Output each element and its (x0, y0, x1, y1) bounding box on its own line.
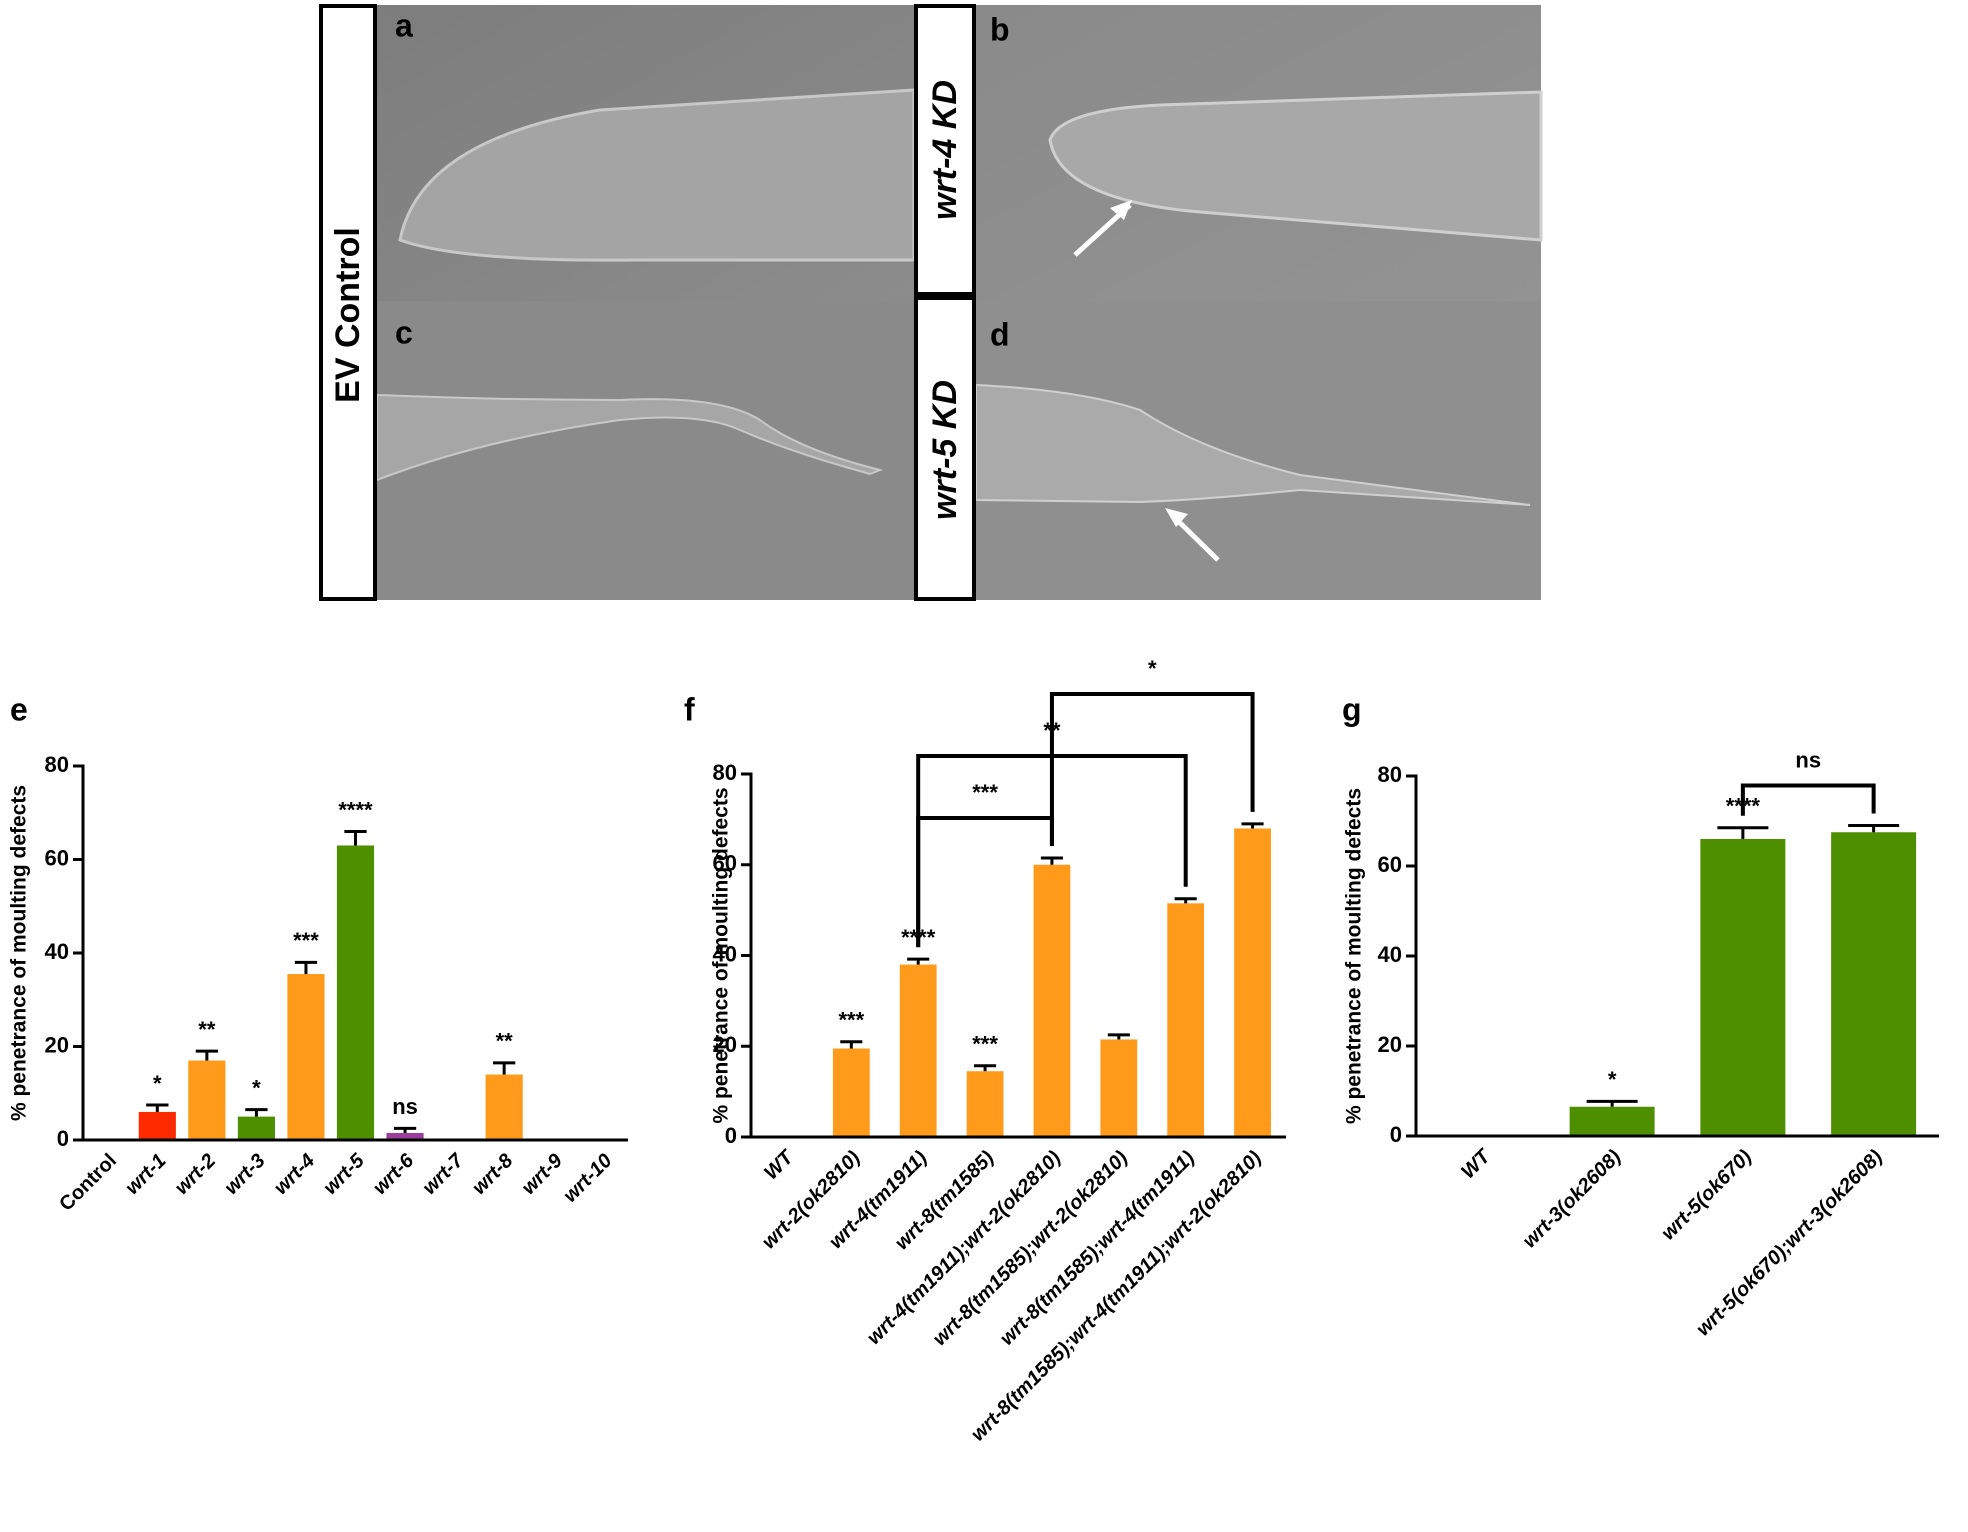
significance: * (1608, 1067, 1617, 1092)
significance: ** (198, 1017, 216, 1042)
y-tick-label: 20 (713, 1032, 737, 1057)
panel-label: a (395, 7, 413, 43)
y-axis-label: % penetrance of moulting defects (1343, 788, 1366, 1124)
row-label: wrt-4 KD (926, 80, 964, 220)
bar (1700, 839, 1786, 1136)
worm-tail (975, 383, 1531, 506)
panel-label: c (395, 314, 413, 350)
panel-label: b (990, 11, 1010, 47)
y-axis-label: % penetrance of moulting defects (710, 787, 733, 1123)
bar (1569, 1106, 1655, 1136)
worm-tail (376, 393, 884, 482)
x-tick-label: WT (760, 1145, 799, 1184)
bar (899, 964, 937, 1137)
comparison-label: *** (972, 780, 998, 805)
bar (237, 1116, 275, 1140)
x-tick-label: wrt-3 (220, 1150, 269, 1199)
arrow-head (1110, 200, 1132, 220)
x-tick-label: wrt-3(ok2608) (1519, 1145, 1626, 1252)
significance: *** (293, 928, 319, 953)
significance: ** (496, 1029, 514, 1054)
comparison-label: ns (1795, 747, 1821, 772)
panel-label: g (1342, 691, 1362, 727)
micrographs: EV Control wrt-4 KD wrt-5 KD a b c d (319, 4, 1543, 601)
y-axis-label: % penetrance of moulting defects (8, 785, 31, 1121)
panel-label: f (684, 691, 695, 727)
x-tick-label: wrt-4 (270, 1150, 319, 1199)
bar (832, 1048, 870, 1137)
y-tick-label: 60 (1378, 852, 1402, 877)
comparison-bracket (1049, 691, 1255, 846)
significance: *** (972, 1032, 998, 1057)
y-tick-label: 60 (45, 845, 69, 870)
bar (138, 1111, 176, 1140)
x-tick-label: wrt-5(ok670) (1657, 1145, 1756, 1244)
x-tick-label: Control (55, 1150, 121, 1216)
comparison-label: * (1148, 656, 1157, 681)
y-tick-label: 60 (713, 851, 737, 876)
label-box (914, 4, 976, 296)
worm-head (1048, 90, 1543, 242)
comparison-bracket (916, 815, 1054, 948)
significance: **** (338, 797, 373, 822)
x-tick-label: wrt-5 (319, 1149, 369, 1199)
x-tick-label: wrt-1 (121, 1150, 170, 1199)
significance: *** (838, 1008, 864, 1033)
bar (1234, 828, 1271, 1137)
y-tick-label: 0 (1390, 1122, 1402, 1147)
bar (1167, 903, 1205, 1137)
y-tick-label: 80 (1378, 762, 1402, 787)
y-tick-label: 40 (713, 941, 737, 966)
significance: * (153, 1071, 162, 1096)
y-tick-label: 40 (1378, 942, 1402, 967)
x-tick-label: wrt-7 (419, 1149, 469, 1199)
panel-label: e (10, 691, 28, 727)
row-label: wrt-5 KD (926, 380, 964, 520)
significance: * (252, 1075, 261, 1100)
label-box (914, 296, 976, 601)
bar (386, 1132, 424, 1140)
y-tick-label: 0 (57, 1126, 69, 1151)
y-tick-label: 80 (713, 760, 737, 785)
x-tick-label: WT (1457, 1144, 1496, 1183)
y-tick-label: 40 (45, 939, 69, 964)
bar (1033, 864, 1071, 1137)
y-tick-label: 0 (725, 1123, 737, 1148)
bar (1100, 1039, 1138, 1137)
arrow-head (1165, 508, 1188, 527)
panel-label: d (990, 316, 1010, 352)
comparison-bracket (1740, 783, 1876, 816)
x-tick-label: wrt-8 (468, 1149, 518, 1199)
bar (485, 1074, 523, 1140)
bar (287, 974, 325, 1140)
y-tick-label: 20 (45, 1032, 69, 1057)
x-tick-label: wrt-6 (369, 1149, 419, 1199)
y-tick-label: 20 (1378, 1032, 1402, 1057)
row-label: EV Control (329, 227, 367, 403)
bar (188, 1060, 226, 1140)
bar (336, 845, 375, 1140)
significance: ns (392, 1094, 418, 1119)
label-box (319, 4, 377, 601)
bar (966, 1071, 1004, 1137)
x-tick-label: wrt-2 (171, 1150, 220, 1199)
x-tick-label: wrt-10 (559, 1150, 616, 1207)
bar (1831, 832, 1917, 1136)
y-tick-label: 80 (45, 752, 69, 777)
